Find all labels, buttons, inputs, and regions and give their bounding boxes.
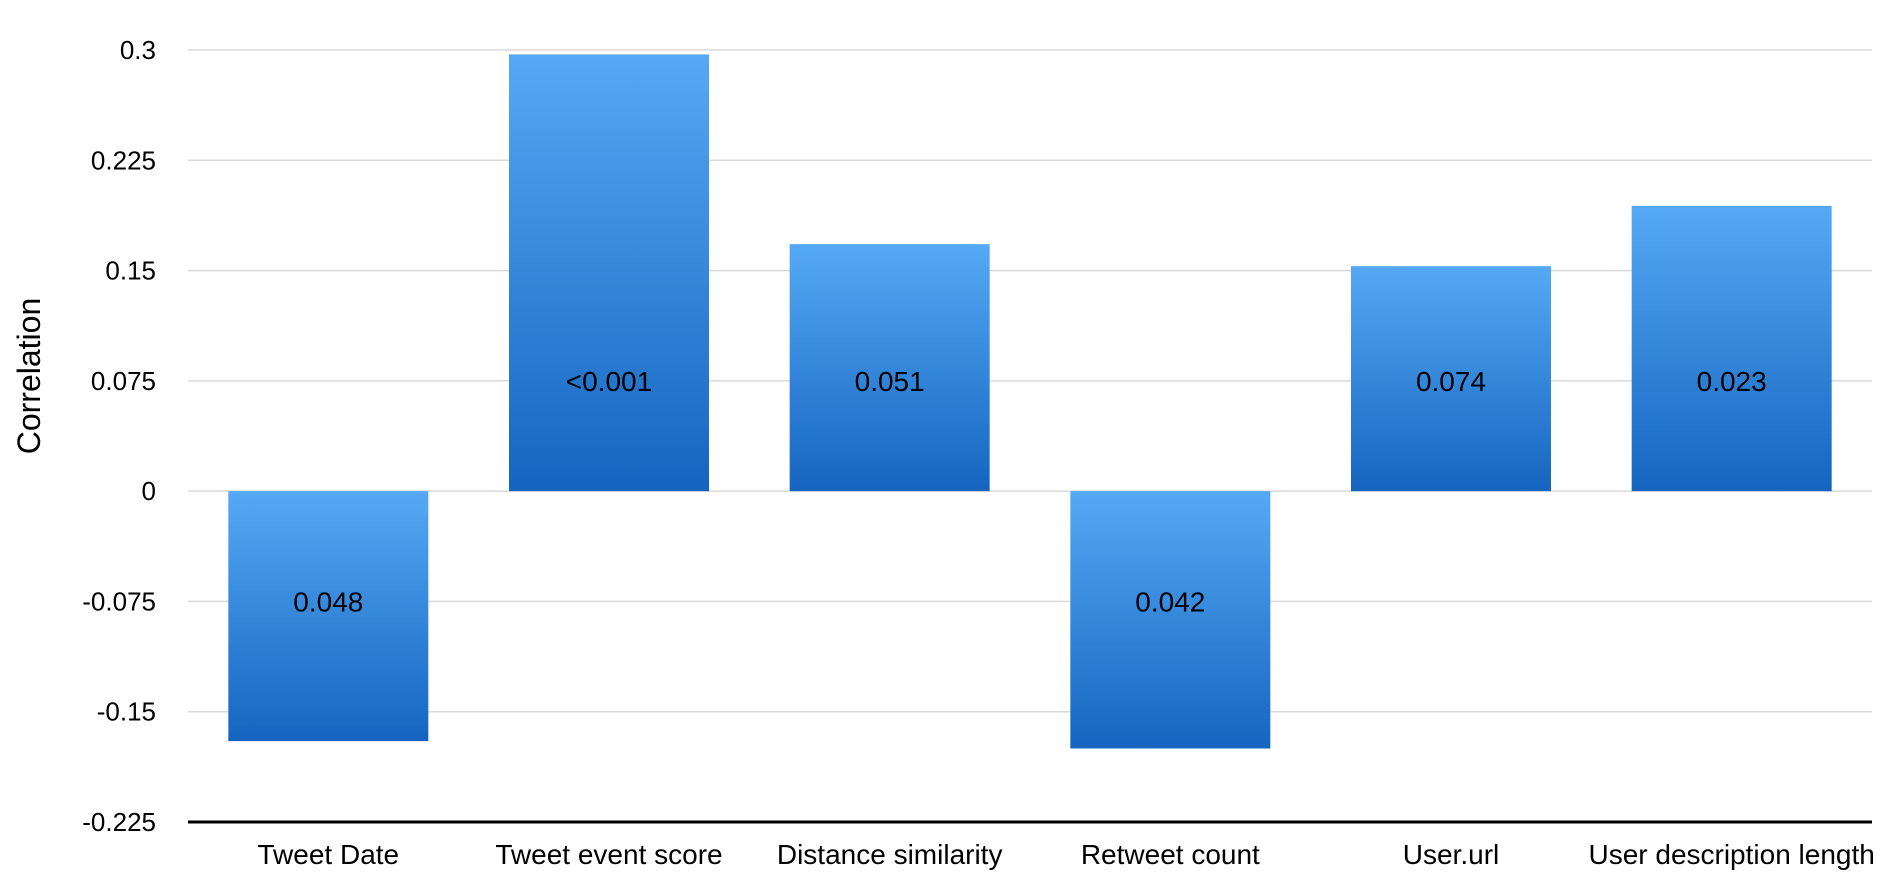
- bar: [228, 491, 429, 742]
- bar: [1070, 491, 1271, 749]
- x-category-label: User.url: [1403, 839, 1499, 870]
- bar-value-label: 0.048: [293, 586, 363, 617]
- bar-value-label: 0.023: [1697, 366, 1767, 397]
- x-category-label: Distance similarity: [777, 839, 1003, 870]
- x-category-label: Tweet event score: [495, 839, 722, 870]
- bar: [1351, 266, 1551, 492]
- bar-labels: 0.048 <0.001 0.051 0.042 0.074 0.023: [293, 366, 1766, 618]
- bars: [228, 54, 1832, 749]
- bar-value-label: 0.042: [1135, 586, 1205, 617]
- y-tick-label: 0.3: [120, 35, 156, 65]
- bar-value-label: <0.001: [566, 366, 652, 397]
- x-axis-labels: Tweet Date Tweet event score Distance simi…: [258, 839, 1875, 870]
- y-tick-label: -0.15: [97, 697, 156, 727]
- y-tick-label: 0.225: [91, 145, 156, 175]
- y-tick-label: 0.075: [91, 366, 156, 396]
- y-tick-label: 0.15: [105, 256, 156, 286]
- y-tick-label: 0: [142, 476, 156, 506]
- bar: [509, 54, 709, 492]
- bar: [789, 244, 990, 492]
- x-category-label: Tweet Date: [258, 839, 400, 870]
- x-category-label: User description length: [1588, 839, 1874, 870]
- bar-value-label: 0.051: [855, 366, 925, 397]
- y-tick-label: -0.075: [82, 586, 156, 616]
- y-tick-label: -0.225: [82, 807, 156, 837]
- bar-value-label: 0.074: [1416, 366, 1486, 397]
- gridlines: [188, 49, 1872, 713]
- y-axis-title: Correlation: [11, 298, 47, 455]
- bar: [1631, 205, 1832, 492]
- y-axis-ticks: 0.3 0.225 0.15 0.075 0 -0.075 -0.15 -0.225: [82, 35, 156, 837]
- x-category-label: Retweet count: [1081, 839, 1260, 870]
